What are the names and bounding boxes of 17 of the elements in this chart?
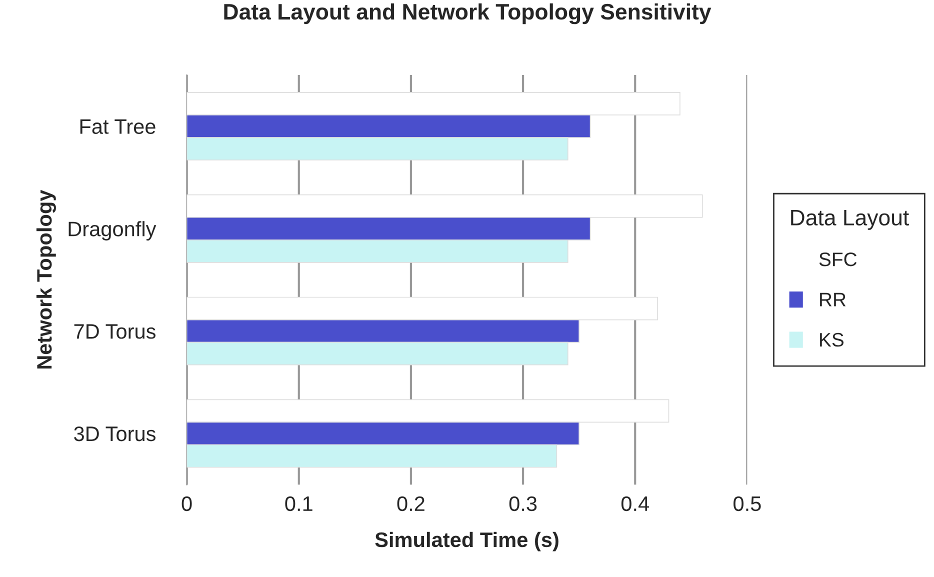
chart-title: Data Layout and Network Topology Sensitivity [224, 3, 712, 24]
y-tick-label: 7D Torus [74, 324, 156, 339]
x-tick-label: 0 [182, 496, 192, 512]
legend-label: RR [820, 292, 846, 306]
x-axis-title: Simulated Time (s) [375, 532, 558, 552]
legend-label: KS [820, 332, 844, 347]
text: SFC [819, 252, 857, 266]
y-axis-title: Network Topology [36, 190, 56, 369]
y-tick-label: 3D Torus [74, 426, 156, 442]
legend-title: Data Layout [791, 210, 909, 230]
x-tick-label: 0.1 [285, 496, 312, 512]
x-tick-label: 0.3 [509, 496, 537, 512]
x-tick-label: 0.5 [734, 496, 761, 512]
y-tick-label: Dragonfly [68, 221, 156, 241]
y-tick-label: Fat Tree [80, 119, 156, 134]
x-tick-label: 0.4 [621, 496, 649, 512]
x-tick-label: 0.2 [397, 496, 424, 512]
